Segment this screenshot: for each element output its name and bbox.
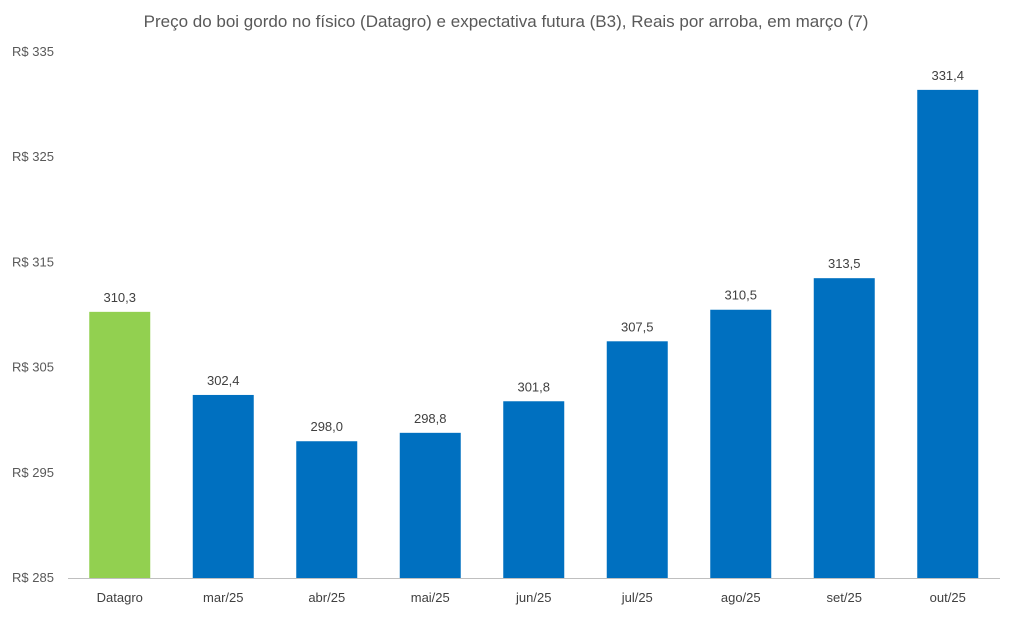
x-tick-label: mar/25 xyxy=(203,590,243,605)
bar xyxy=(813,278,875,578)
y-tick-label: R$ 305 xyxy=(12,360,54,375)
data-label: 331,4 xyxy=(931,68,964,83)
y-tick-label: R$ 285 xyxy=(12,570,54,585)
y-tick-label: R$ 315 xyxy=(12,254,54,269)
data-label: 313,5 xyxy=(828,256,861,271)
y-tick-label: R$ 295 xyxy=(12,465,54,480)
x-tick-label: out/25 xyxy=(930,590,966,605)
data-label: 301,8 xyxy=(517,379,550,394)
x-tick-label: jun/25 xyxy=(515,590,551,605)
x-tick-label: ago/25 xyxy=(721,590,761,605)
x-tick-label: Datagro xyxy=(97,590,143,605)
data-label: 298,0 xyxy=(310,419,343,434)
bar xyxy=(710,309,772,578)
bar xyxy=(296,441,358,578)
bar xyxy=(606,341,668,578)
y-tick-label: R$ 335 xyxy=(12,44,54,59)
data-label: 307,5 xyxy=(621,319,654,334)
data-label: 310,5 xyxy=(724,288,757,303)
bar xyxy=(503,401,565,578)
y-axis: R$ 285 R$ 295 R$ 305 R$ 315 R$ 325 R$ 335 xyxy=(12,44,54,585)
x-tick-label: abr/25 xyxy=(308,590,345,605)
data-label: 298,8 xyxy=(414,411,447,426)
x-axis: Datagro mar/25 abr/25 mai/25 jun/25 jul/25 ago… xyxy=(68,578,1000,605)
data-labels: 310,3 302,4 298,0 298,8 301,8 307,5 310,5 313,5… xyxy=(103,68,964,434)
data-label: 310,3 xyxy=(103,290,136,305)
x-tick-label: mai/25 xyxy=(411,590,450,605)
bar xyxy=(399,432,461,578)
chart-title: Preço do boi gordo no físico (Datagro) e… xyxy=(143,12,869,31)
x-tick-label: set/25 xyxy=(827,590,862,605)
x-tick-label: jul/25 xyxy=(621,590,653,605)
data-label: 302,4 xyxy=(207,373,240,388)
bars xyxy=(89,89,979,578)
bar xyxy=(89,311,151,578)
bar xyxy=(192,394,254,578)
y-tick-label: R$ 325 xyxy=(12,149,54,164)
bar xyxy=(917,89,979,578)
